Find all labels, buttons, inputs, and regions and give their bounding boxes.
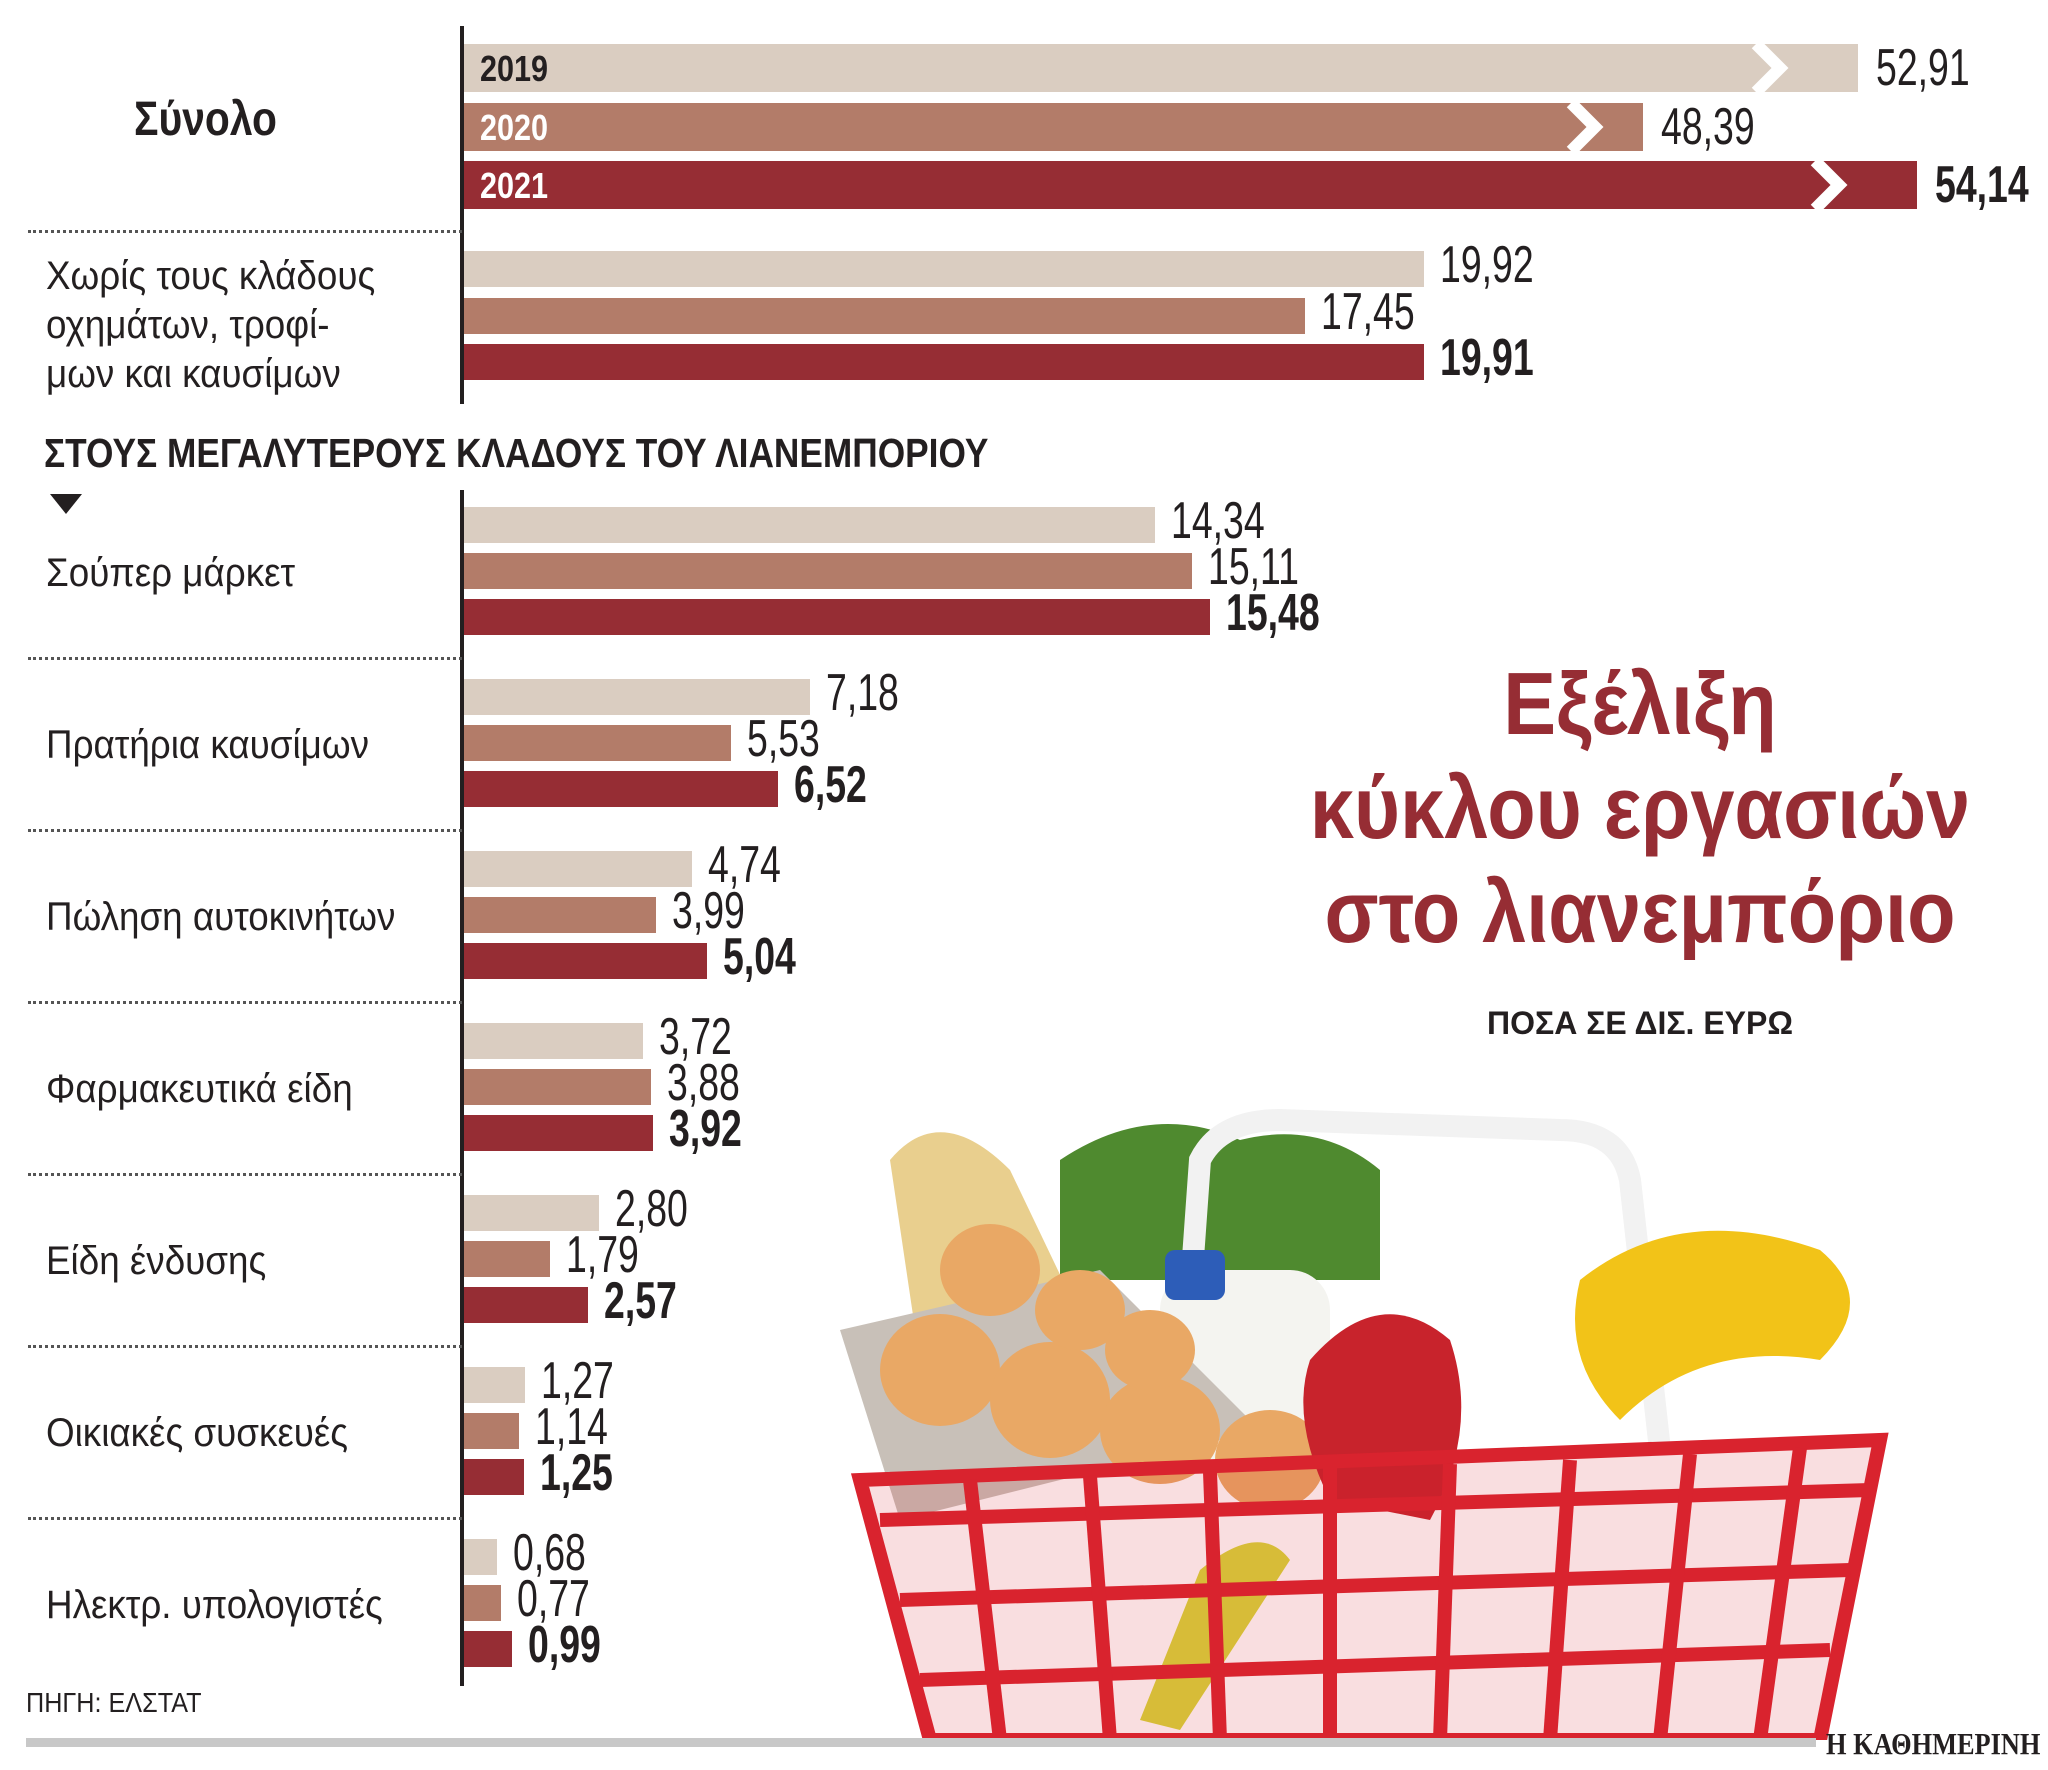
excluding-bar-2019 [464,251,1425,287]
category-bar-2019 [464,507,1156,543]
category-bar-2020 [464,553,1193,589]
axis-top [460,26,464,404]
value-label: 3,72 [659,1008,733,1066]
category-bar-2021 [464,599,1211,635]
value-label: 52,91 [1876,39,1971,97]
category-bar-2019 [464,1539,497,1575]
total-bar-2021 [464,161,1917,209]
value-label: 19,91 [1439,329,1534,387]
value-label: 2,80 [614,1180,688,1238]
value-label: 48,39 [1661,98,1755,156]
category-label: Φαρμακευτικά είδη [46,1067,353,1111]
separator [28,1173,462,1176]
excluding-bar-2021 [464,344,1424,380]
category-label: Πρατήρια καυσίμων [46,723,369,767]
category-bar-2020 [464,725,731,761]
legend-year: 2020 [480,107,549,148]
axis-break-icon [1752,44,1789,92]
category-bar-2021 [464,771,779,807]
separator [28,1345,462,1348]
triangle-down-icon [50,494,82,514]
category-bar-2020 [464,897,657,933]
excluding-label-1: Χωρίς τους κλάδους [46,254,376,298]
brand-logo: Η ΚΑΘΗΜΕΡΙΝΗ [1826,1726,2041,1761]
value-label: 5,04 [722,928,796,986]
section-heading: ΣΤΟΥΣ ΜΕΓΑΛΥΤΕΡΟΥΣ ΚΛΑΔΟΥΣ ΤΟΥ ΛΙΑΝΕΜΠΟΡ… [44,430,989,476]
unit-subtitle: ΠΟΣΑ ΣΕ ΔΙΣ. ΕΥΡΩ [1486,1005,1793,1041]
category-bar-2020 [464,1241,551,1277]
category-bar-2019 [464,1195,599,1231]
separator [28,829,462,832]
chart-title: Εξέλιξη κύκλου εργασιών στο λιανεμπόριο [1271,652,2009,964]
value-label: 1,27 [541,1352,615,1410]
category-bar-2019 [464,679,811,715]
category-label: Σούπερ μάρκετ [46,551,296,595]
total-label: Σύνολο [134,93,277,146]
axis-break-icon [1566,103,1604,151]
greens [1060,1124,1380,1280]
value-label: 15,11 [1208,538,1300,596]
title-line-3: στο λιανεμπόριο [1324,862,1956,961]
category-label: Ηλεκτρ. υπολογιστές [46,1583,383,1627]
basket-illustration [840,1108,1889,1740]
basket-handle [1169,1108,1671,1452]
legend-year: 2021 [480,165,549,206]
value-label: 15,48 [1226,584,1320,642]
value-label: 1,79 [566,1226,640,1284]
value-label: 4,74 [708,836,782,894]
eggs [880,1224,1325,1510]
value-label: 1,14 [534,1398,608,1456]
value-label: 14,34 [1171,492,1265,550]
separator [28,1001,462,1004]
category-bar-2019 [464,1023,644,1059]
excluding-label-2: οχημάτων, τροφί- [46,303,330,347]
value-label: 1,25 [540,1444,614,1502]
value-label: 3,92 [668,1100,742,1158]
value-label: 19,92 [1440,236,1534,294]
value-label: 17,45 [1321,283,1415,341]
value-label: 2,57 [603,1272,677,1330]
excluding-label-3: μων και καυσίμων [46,352,341,396]
category-bar-2019 [464,1367,526,1403]
category-bar-2019 [464,851,693,887]
value-label: 0,68 [512,1524,586,1582]
red-basket [850,1432,1889,1740]
total-bar-2019 [464,44,1859,92]
red-pepper [1303,1314,1462,1520]
title-line-1: Εξέλιξη [1503,654,1777,753]
category-label: Είδη ένδυσης [46,1239,267,1283]
legend-year: 2019 [480,48,549,89]
axis-break-icon [1810,161,1848,209]
separator [28,230,462,233]
bottle-cap [1165,1250,1225,1300]
axis-bottom [460,490,464,1686]
title-line-2: κύκλου εργασιών [1309,758,1971,857]
source-note: ΠΗΓΗ: ΕΛΣΤΑΤ [26,1687,202,1718]
value-label: 6,52 [794,756,868,814]
category-bar-2021 [464,1115,653,1151]
value-label: 5,53 [746,710,820,768]
footer-bar [26,1738,1816,1747]
total-bar-2020 [464,103,1643,151]
category-bar-2021 [464,1459,525,1495]
separator [28,657,462,660]
category-label: Πώληση αυτοκινήτων [46,895,396,939]
separator [28,1517,462,1520]
category-bar-2021 [464,1287,588,1323]
value-label: 54,14 [1934,156,2029,214]
value-label: 0,77 [517,1570,590,1628]
category-label: Οικιακές συσκευές [46,1411,349,1455]
category-bar-2020 [464,1069,652,1105]
value-label: 3,88 [667,1054,740,1112]
category-bar-2021 [464,943,707,979]
category-bar-2020 [464,1413,519,1449]
value-label: 7,18 [826,664,899,722]
value-label: 3,99 [672,882,746,940]
value-label: 0,99 [527,1616,601,1674]
category-bar-2020 [464,1585,502,1621]
category-bar-2021 [464,1631,512,1667]
bananas [1575,1230,1850,1420]
excluding-bar-2020 [464,298,1306,334]
